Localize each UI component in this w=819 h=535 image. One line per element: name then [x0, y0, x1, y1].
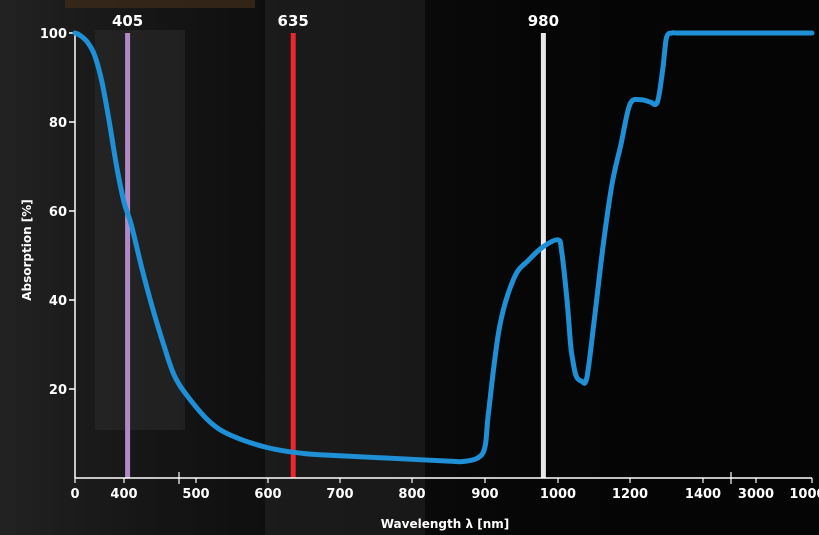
- marker-label-405: 405: [112, 12, 143, 30]
- y-tick-label: 40: [49, 294, 67, 309]
- marker-label-635: 635: [278, 12, 309, 30]
- x-tick-label: 3000: [738, 487, 774, 502]
- x-tick-label: 1200: [612, 487, 648, 502]
- absorption-curve: [72, 30, 815, 465]
- x-tick-label: 600: [254, 487, 281, 502]
- y-tick-label: 100: [40, 27, 67, 42]
- x-tick-label: 1000: [540, 487, 576, 502]
- y-tick-label: 60: [49, 205, 67, 220]
- y-tick-label: 80: [49, 116, 67, 131]
- x-tick-label: 400: [110, 487, 137, 502]
- x-tick-label: 900: [471, 487, 498, 502]
- marker-label-980: 980: [528, 12, 559, 30]
- x-tick-label: 1400: [685, 487, 721, 502]
- x-tick-label: 700: [326, 487, 353, 502]
- x-tick-label: 500: [182, 487, 209, 502]
- y-axis-title: Absorption [%]: [20, 199, 34, 301]
- x-tick-label: 0: [70, 487, 79, 502]
- y-tick-label: 20: [49, 383, 67, 398]
- x-axis-title: Wavelength λ [nm]: [381, 517, 510, 531]
- x-tick-label: 800: [398, 487, 425, 502]
- x-tick-label: 10000: [789, 487, 819, 502]
